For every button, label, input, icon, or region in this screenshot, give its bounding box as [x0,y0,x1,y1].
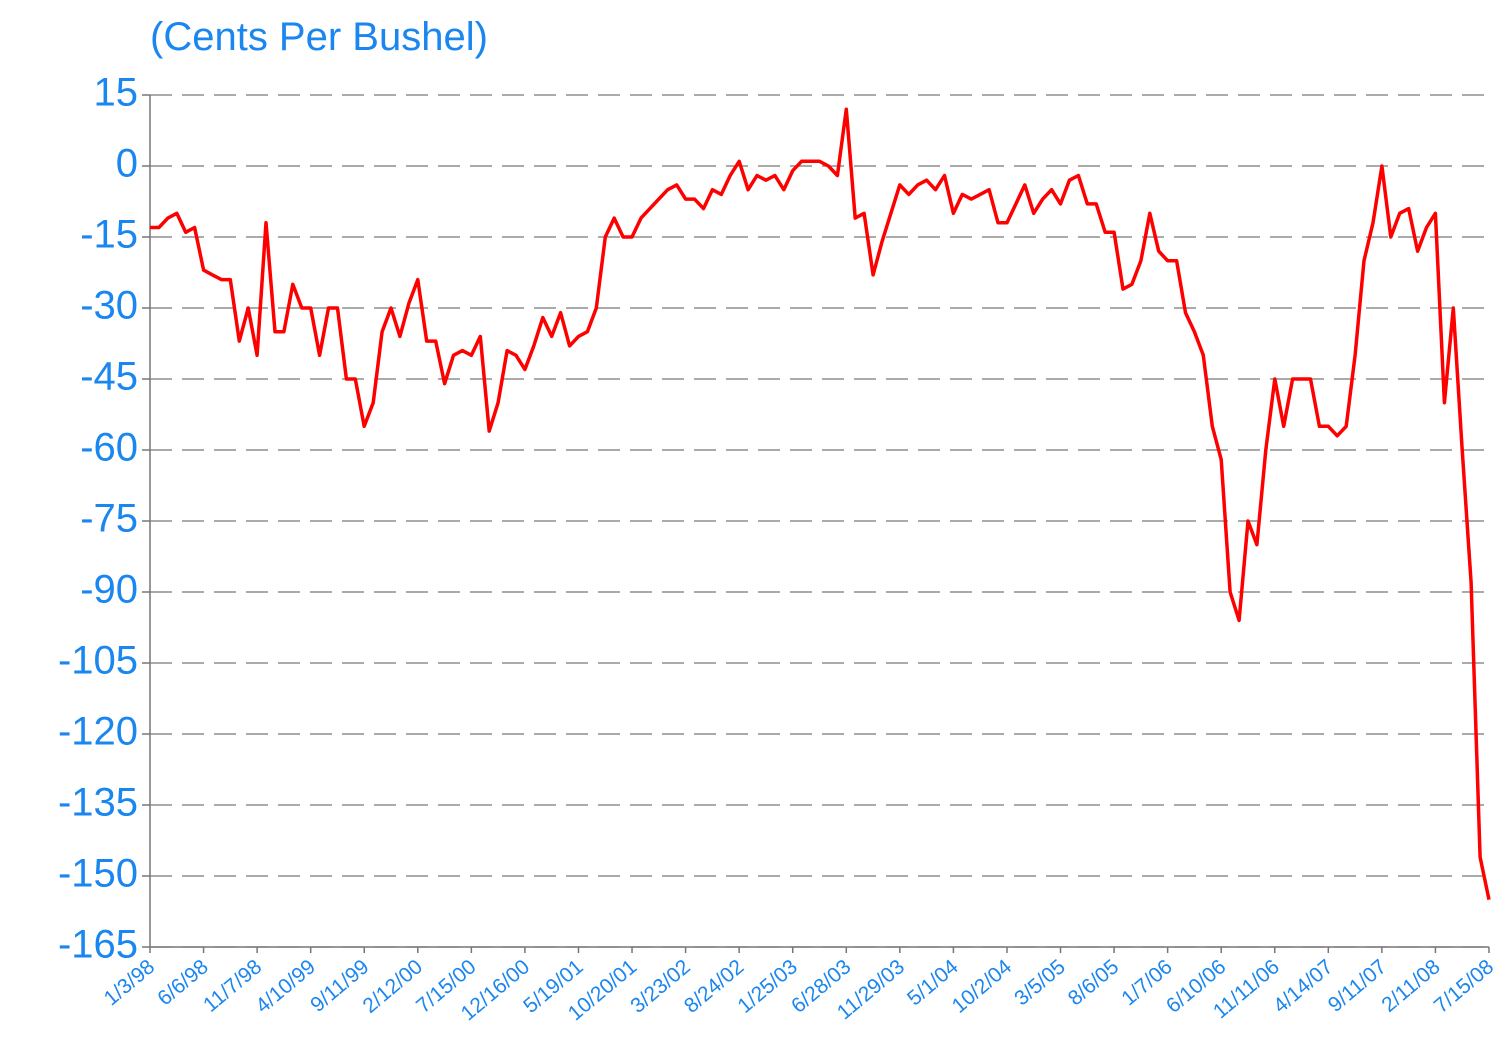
y-tick-label: -150 [58,852,138,896]
x-tick-label: 1/25/03 [733,955,801,1018]
x-tick-label: 8/6/05 [1064,955,1124,1010]
x-tick-label: 11/7/98 [199,955,266,1017]
x-tick-label: 10/2/04 [948,955,1017,1018]
y-tick-label: -90 [80,568,138,612]
y-tick-label: -15 [80,213,138,257]
y-tick-label: -105 [58,639,138,683]
y-tick-label: -30 [80,284,138,328]
y-tick-label: -135 [58,781,138,825]
x-tick-label: 7/15/08 [1430,955,1494,1018]
x-tick-label: 4/10/99 [251,955,319,1018]
y-tick-label: -45 [80,355,138,399]
chart-title: (Cents Per Bushel) [150,15,488,59]
y-tick-label: -120 [58,710,138,754]
y-tick-label: 0 [116,142,138,186]
x-tick-label: 9/11/99 [306,955,373,1017]
x-tick-label: 8/24/02 [680,955,748,1018]
y-tick-label: 15 [94,71,139,115]
x-tick-label: 3/5/05 [1010,955,1070,1010]
x-tick-label: 2/11/08 [1377,955,1444,1017]
y-tick-label: -60 [80,426,138,470]
x-tick-label: 9/11/07 [1324,955,1391,1017]
y-tick-label: -75 [80,497,138,541]
data-line [150,107,1491,901]
x-tick-label: 2/12/00 [359,955,427,1018]
y-tick-label: -165 [58,923,138,967]
x-tick-label: 3/23/02 [626,955,694,1018]
x-tick-label: 4/14/07 [1269,955,1337,1018]
